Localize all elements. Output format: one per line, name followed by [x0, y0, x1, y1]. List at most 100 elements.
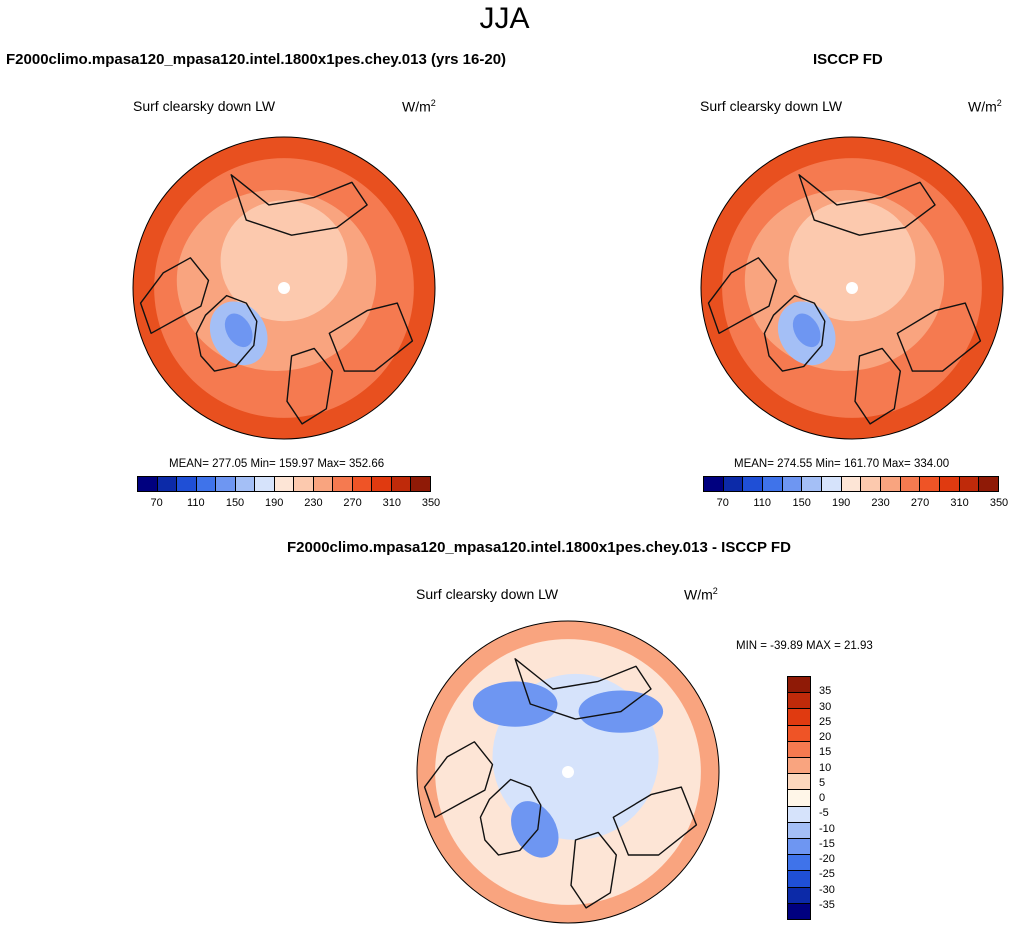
colorbar-box: [979, 477, 999, 491]
diff-colorbar: [787, 676, 811, 920]
obs-panel-title: ISCCP FD: [813, 51, 883, 68]
map-border: [416, 620, 720, 924]
colorbar-box: [920, 477, 941, 491]
colorbar-box: [788, 758, 810, 775]
colorbar-tick-label: 190: [265, 497, 284, 509]
colorbar-tick-label: 350: [421, 497, 441, 509]
colorbar-tick-label: 350: [989, 497, 1009, 509]
colorbar-box: [704, 477, 724, 491]
colorbar-tick-label: -10: [819, 822, 835, 835]
colorbar-box: [788, 693, 810, 710]
map-field: [220, 200, 348, 322]
coastline-canada: [707, 257, 778, 334]
diff-panel-title: F2000climo.mpasa120_mpasa120.intel.1800x…: [287, 539, 791, 556]
obs-colorbar: [703, 476, 999, 492]
pole-hole: [278, 282, 290, 294]
colorbar-tick-label: 5: [819, 776, 826, 789]
map-field: [701, 137, 1003, 439]
coastline-scandinavia: [286, 347, 333, 425]
coastline-europe: [896, 302, 982, 372]
coastline-europe: [612, 786, 698, 856]
map-field: [722, 158, 982, 418]
colorbar-box: [255, 477, 275, 491]
map-field: [472, 681, 558, 727]
coastline-greenland: [195, 294, 258, 372]
colorbar-box: [216, 477, 236, 491]
colorbar-box: [743, 477, 764, 491]
colorbar-box: [881, 477, 901, 491]
colorbar-tick-label: -30: [819, 883, 835, 896]
colorbar-box: [411, 477, 430, 491]
colorbar-box: [352, 477, 373, 491]
map-field: [792, 313, 821, 348]
pole-hole: [562, 766, 574, 778]
colorbar-tick-label: -35: [819, 898, 835, 911]
colorbar-box: [788, 871, 810, 888]
coastline-siberia: [798, 174, 936, 236]
map-field: [209, 301, 268, 366]
map-field: [492, 673, 659, 840]
colorbar-box: [959, 477, 980, 491]
colorbar-tick-label: 150: [792, 497, 811, 509]
colorbar-box: [313, 477, 334, 491]
colorbar-tick-label: 20: [819, 731, 832, 743]
obs-stats-label: MEAN= 274.55 Min= 161.70 Max= 334.00: [734, 458, 950, 470]
diff-units-label: W/m2: [684, 586, 718, 603]
colorbar-box: [138, 477, 158, 491]
colorbar-box: [177, 477, 197, 491]
colorbar-box: [841, 477, 862, 491]
colorbar-tick-label: -25: [819, 868, 835, 881]
colorbar-box: [294, 477, 314, 491]
diff-variable-label: Surf clearsky down LW: [416, 586, 559, 602]
map-field: [744, 189, 945, 372]
colorbar-tick-label: 150: [225, 497, 245, 509]
colorbar-box: [723, 477, 744, 491]
colorbar-box: [900, 477, 921, 491]
map-field: [511, 801, 559, 858]
colorbar-tick-label: 110: [753, 497, 771, 509]
colorbar-box: [788, 677, 810, 694]
diff-colorbar-labels: 35 30 25 20 15 10 5 0 -5 -10 -15 -20 -25 -30 -35: [819, 676, 859, 920]
colorbar-tick-label: 30: [819, 700, 832, 713]
map-border: [700, 136, 1004, 440]
colorbar-tick-label: -15: [819, 837, 835, 850]
obs-units-label: W/m2: [968, 98, 1002, 115]
colorbar-tick-label: 230: [304, 497, 323, 509]
colorbar-box: [788, 839, 810, 856]
colorbar-box: [372, 477, 392, 491]
colorbar-tick-label: 35: [819, 685, 832, 698]
colorbar-box: [861, 477, 882, 491]
colorbar-box: [788, 822, 810, 840]
map-field: [788, 200, 916, 322]
colorbar-box: [788, 790, 810, 807]
colorbar-box: [788, 887, 810, 904]
colorbar-tick-label: 0: [819, 792, 826, 804]
colorbar-box: [802, 477, 823, 491]
colorbar-tick-label: 230: [871, 497, 890, 509]
map-field: [154, 158, 414, 418]
colorbar-box: [788, 806, 810, 823]
colorbar-box: [274, 477, 295, 491]
coastline-siberia: [514, 658, 652, 720]
colorbar-box: [333, 477, 353, 491]
coastline-europe: [328, 302, 414, 372]
colorbar-box: [788, 725, 810, 742]
colorbar-tick-label: 270: [343, 497, 362, 509]
diff-stats-label: MIN = -39.89 MAX = 21.93: [736, 640, 873, 652]
obs-colorbar-labels: 70 110 150 190 230 270 310 350: [703, 497, 1009, 511]
map-field: [435, 639, 701, 905]
map-field: [224, 313, 253, 348]
coastline-canada: [423, 741, 494, 818]
coastline-scandinavia: [854, 347, 901, 425]
model-panel-title: F2000climo.mpasa120_mpasa120.intel.1800x…: [6, 51, 507, 68]
colorbar-tick-label: 15: [819, 746, 832, 759]
coastline-greenland: [763, 294, 826, 372]
colorbar-box: [391, 477, 412, 491]
colorbar-box: [788, 903, 810, 920]
colorbar-tick-label: 10: [819, 761, 832, 774]
model-colorbar: [137, 476, 431, 492]
colorbar-box: [782, 477, 803, 491]
colorbar-box: [822, 477, 842, 491]
colorbar-box: [763, 477, 783, 491]
colorbar-box: [788, 741, 810, 759]
